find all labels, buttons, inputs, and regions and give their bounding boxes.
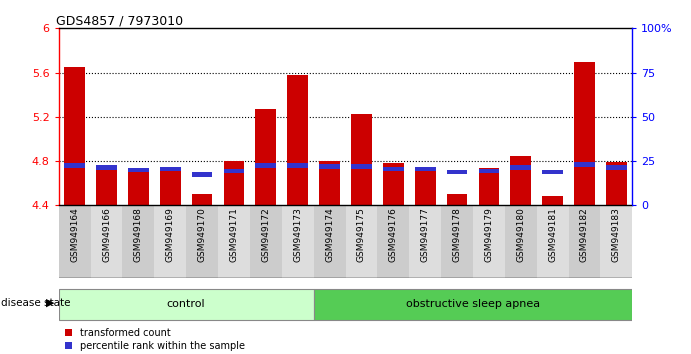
Text: GSM949183: GSM949183: [612, 207, 621, 262]
Text: GSM949182: GSM949182: [580, 207, 589, 262]
Bar: [600, 205, 632, 278]
Bar: [346, 205, 377, 278]
Text: GSM949181: GSM949181: [548, 207, 557, 262]
Bar: [224, 169, 245, 173]
Text: disease state: disease state: [1, 298, 70, 308]
Bar: [314, 205, 346, 278]
FancyBboxPatch shape: [314, 289, 632, 320]
Text: GDS4857 / 7973010: GDS4857 / 7973010: [56, 14, 183, 27]
Bar: [415, 170, 435, 205]
Bar: [287, 75, 308, 205]
Bar: [446, 194, 467, 205]
Text: GSM949171: GSM949171: [229, 207, 238, 262]
Bar: [64, 163, 85, 168]
Legend: transformed count, percentile rank within the sample: transformed count, percentile rank withi…: [64, 327, 246, 352]
Bar: [128, 168, 149, 172]
Bar: [351, 164, 372, 169]
Bar: [542, 196, 563, 205]
Bar: [383, 163, 404, 205]
Bar: [96, 170, 117, 205]
Bar: [441, 205, 473, 278]
Text: obstructive sleep apnea: obstructive sleep apnea: [406, 299, 540, 309]
Bar: [473, 205, 505, 278]
Bar: [128, 172, 149, 205]
Text: GSM949179: GSM949179: [484, 207, 493, 262]
Bar: [479, 168, 499, 205]
Bar: [256, 109, 276, 205]
Text: GSM949170: GSM949170: [198, 207, 207, 262]
Bar: [224, 161, 245, 205]
Bar: [409, 205, 441, 278]
Text: ▶: ▶: [46, 298, 55, 308]
Bar: [250, 205, 282, 278]
Bar: [511, 166, 531, 170]
Bar: [282, 205, 314, 278]
Bar: [574, 62, 595, 205]
Text: GSM949166: GSM949166: [102, 207, 111, 262]
Bar: [91, 205, 122, 278]
Text: GSM949173: GSM949173: [293, 207, 302, 262]
Bar: [256, 163, 276, 168]
Text: GSM949169: GSM949169: [166, 207, 175, 262]
Text: GSM949178: GSM949178: [453, 207, 462, 262]
Bar: [186, 205, 218, 278]
Text: GSM949175: GSM949175: [357, 207, 366, 262]
Bar: [154, 205, 186, 278]
Bar: [218, 205, 250, 278]
Bar: [415, 167, 435, 171]
Text: GSM949172: GSM949172: [261, 207, 270, 262]
Bar: [574, 162, 595, 167]
Bar: [446, 170, 467, 174]
Bar: [122, 205, 154, 278]
Bar: [59, 205, 91, 278]
Bar: [319, 164, 340, 169]
Bar: [319, 161, 340, 205]
Bar: [537, 205, 569, 278]
Bar: [64, 67, 85, 205]
Text: control: control: [167, 299, 205, 309]
Bar: [160, 167, 180, 171]
Bar: [287, 163, 308, 168]
Bar: [511, 155, 531, 205]
Text: GSM949176: GSM949176: [389, 207, 398, 262]
Bar: [505, 205, 537, 278]
Text: GSM949180: GSM949180: [516, 207, 525, 262]
Bar: [377, 205, 409, 278]
Bar: [160, 170, 180, 205]
Bar: [542, 170, 563, 174]
Bar: [383, 167, 404, 171]
Bar: [606, 166, 627, 170]
Bar: [192, 172, 212, 177]
Text: GSM949177: GSM949177: [421, 207, 430, 262]
Text: GSM949174: GSM949174: [325, 207, 334, 262]
Text: GSM949164: GSM949164: [70, 207, 79, 262]
Bar: [606, 162, 627, 205]
Bar: [96, 166, 117, 170]
Bar: [479, 169, 499, 173]
FancyBboxPatch shape: [59, 289, 314, 320]
Bar: [351, 114, 372, 205]
Bar: [192, 194, 212, 205]
Bar: [569, 205, 600, 278]
Text: GSM949168: GSM949168: [134, 207, 143, 262]
